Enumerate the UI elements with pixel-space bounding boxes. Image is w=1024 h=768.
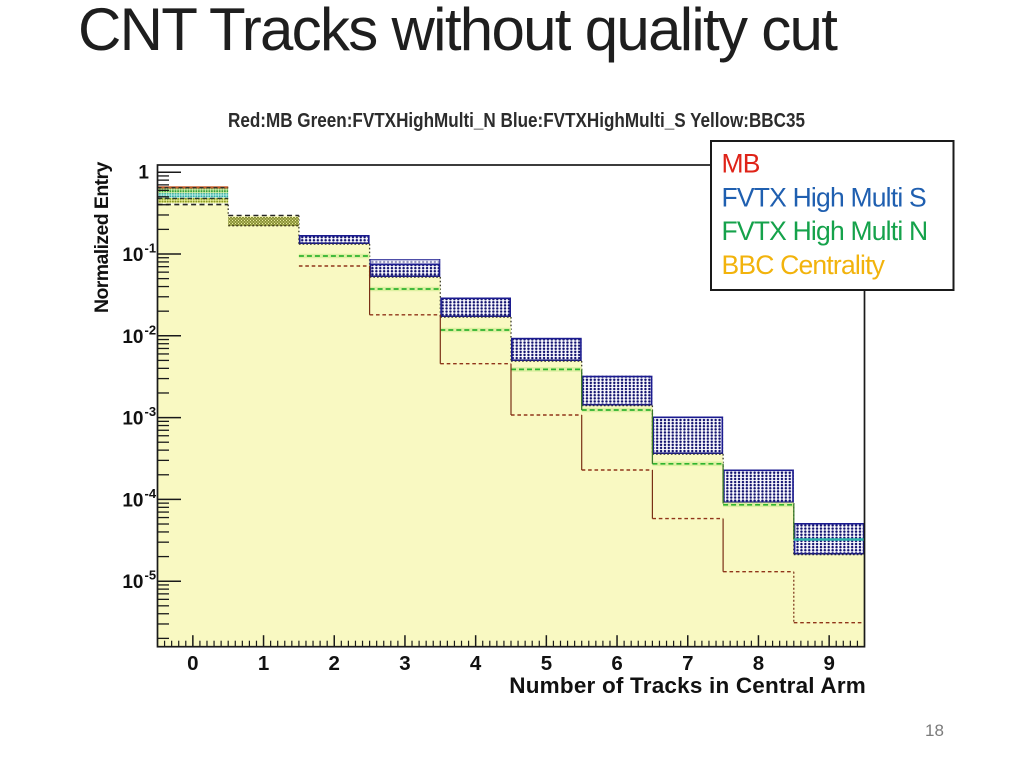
svg-text:1: 1 <box>138 163 149 184</box>
svg-text:10: 10 <box>122 245 143 266</box>
svg-text:BBC Centrality: BBC Centrality <box>722 250 886 280</box>
svg-text:5: 5 <box>541 652 552 675</box>
svg-text:Number of Tracks in Central Ar: Number of Tracks in Central Arm <box>509 673 866 698</box>
svg-text:MB: MB <box>722 148 760 178</box>
svg-text:FVTX High Multi N: FVTX High Multi N <box>722 216 928 246</box>
svg-text:-4: -4 <box>145 486 157 501</box>
svg-text:10: 10 <box>122 409 143 430</box>
svg-text:2: 2 <box>328 652 339 675</box>
svg-text:0: 0 <box>187 652 198 675</box>
svg-text:1: 1 <box>258 652 269 675</box>
svg-text:-1: -1 <box>145 241 157 256</box>
svg-text:7: 7 <box>682 652 693 675</box>
svg-text:10: 10 <box>122 490 143 511</box>
svg-text:10: 10 <box>122 572 143 593</box>
svg-text:FVTX High Multi S: FVTX High Multi S <box>722 182 926 212</box>
svg-text:3: 3 <box>399 652 410 675</box>
svg-text:4: 4 <box>470 652 482 675</box>
svg-text:-2: -2 <box>145 322 157 337</box>
svg-text:Normalized Entry: Normalized Entry <box>91 161 113 313</box>
svg-text:6: 6 <box>611 652 622 675</box>
svg-text:10: 10 <box>122 327 143 348</box>
svg-text:-3: -3 <box>145 404 157 419</box>
svg-text:8: 8 <box>753 652 764 675</box>
svg-text:9: 9 <box>823 652 834 675</box>
svg-text:Red:MB Green:FVTXHighMulti_N B: Red:MB Green:FVTXHighMulti_N Blue:FVTXHi… <box>228 110 805 132</box>
svg-text:-5: -5 <box>145 568 157 583</box>
